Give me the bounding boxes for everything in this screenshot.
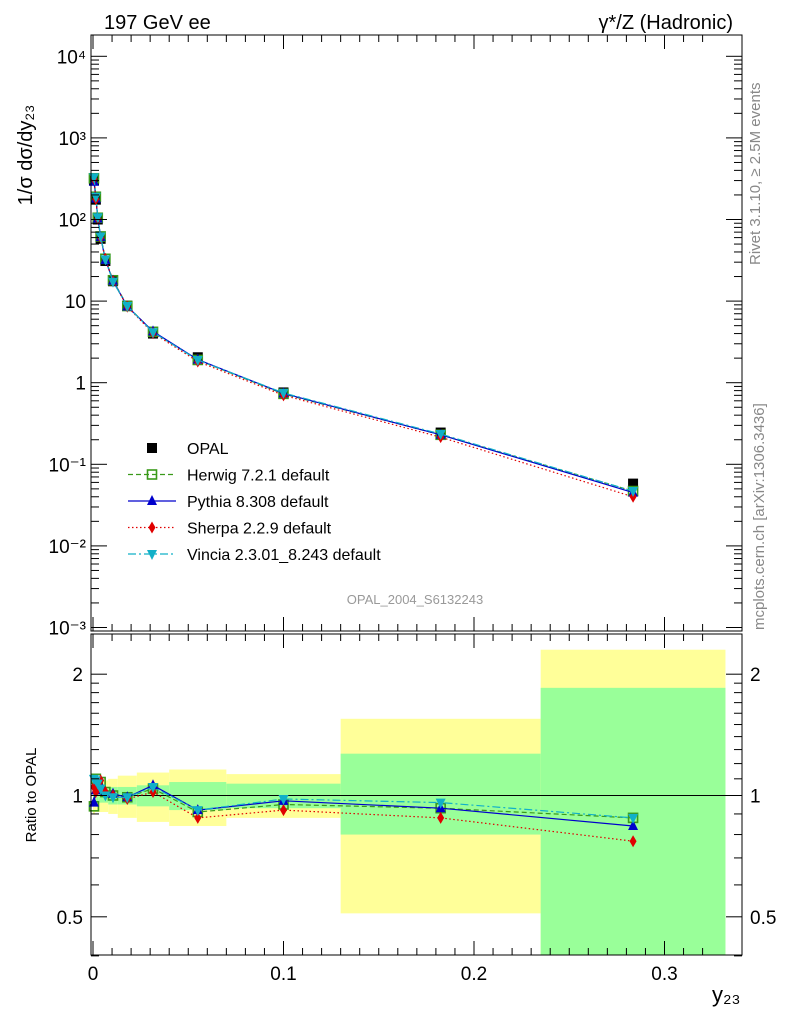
ratio-point-vincia — [628, 813, 639, 824]
rivet-label: Rivet 3.1.10, ≥ 2.5M events — [747, 83, 764, 266]
analysis-watermark: OPAL_2004_S6132243 — [347, 592, 483, 607]
y-tick-label: 10⁴ — [57, 47, 86, 68]
legend-marker — [148, 521, 156, 534]
ratio-y-tick-label-right: 0.5 — [750, 908, 776, 929]
legend-marker — [147, 550, 157, 560]
main-y-axis-label: 1/σ dσ/dy₂₃ — [15, 105, 37, 206]
legend-label: Sherpa 2.2.9 default — [187, 521, 332, 538]
point-vincia — [108, 277, 119, 288]
mcplots-label: mcplots.cern.ch [arXiv:1306.3436] — [751, 403, 768, 630]
legend-item-herwig: Herwig 7.2.1 default — [128, 468, 330, 485]
ratio-point-vincia — [95, 784, 106, 795]
ratio-point-vincia — [148, 782, 159, 793]
legend-item-data: OPAL — [147, 441, 229, 458]
energy-label: 197 GeV ee — [104, 12, 211, 34]
series-line-vincia — [93, 177, 634, 492]
y-tick-label: 10 — [65, 292, 86, 313]
ratio-y-tick-label: 1 — [72, 787, 83, 808]
ratio-point-vincia — [122, 793, 133, 804]
legend-marker — [147, 495, 157, 505]
series-sherpa — [90, 172, 637, 503]
point-vincia — [435, 430, 446, 441]
y-tick-label: 10⁻² — [49, 537, 87, 558]
ratio-series-vincia — [88, 774, 639, 824]
point-vincia — [628, 487, 639, 498]
ratio-plot-area — [88, 773, 742, 848]
y-tick-label: 10³ — [59, 129, 86, 150]
ratio-panel: 0.5 0.5 1 1 2 2 0 0.1 0.2 0.3 Ratio to OPAL y₂₃ — [23, 633, 776, 1007]
point-vincia — [148, 328, 159, 339]
ratio-y-tick-label-right: 1 — [750, 787, 761, 808]
ratio-y-tick-label-right: 2 — [750, 665, 761, 686]
main-panel: 10⁻³ 10⁻² 10⁻¹ 1 10 10² 10³ 10⁴ OPAL_2004_S6132… — [15, 34, 743, 640]
ratio-line-herwig — [93, 778, 634, 819]
legend-marker — [147, 443, 157, 453]
ratio-point-vincia — [192, 806, 203, 817]
x-tick-label: 0 — [88, 964, 99, 985]
series-pythia — [88, 175, 639, 497]
ratio-point-sherpa — [629, 835, 637, 848]
y-tick-label: 1 — [75, 374, 86, 395]
x-tick-label: 0.3 — [651, 964, 677, 985]
y-tick-label: 10⁻¹ — [49, 455, 87, 476]
legend-label: Vincia 2.3.01_8.243 default — [187, 547, 381, 564]
point-vincia — [92, 213, 103, 224]
legend-item-vincia: Vincia 2.3.01_8.243 default — [128, 547, 381, 564]
series-data — [88, 175, 639, 489]
ratio-point-vincia — [108, 793, 119, 804]
ratio-y-tick-label: 2 — [72, 665, 83, 686]
process-label: γ*/Z (Hadronic) — [599, 12, 733, 34]
y-tick-label: 10⁻³ — [49, 619, 87, 640]
legend-item-pythia: Pythia 8.308 default — [128, 494, 329, 511]
ratio-uncertainty-bands — [93, 649, 726, 955]
ratio-point-vincia — [278, 795, 289, 806]
ratio-point-sherpa — [194, 811, 202, 824]
point-vincia — [122, 302, 133, 313]
x-axis-label: y₂₃ — [712, 982, 741, 1007]
point-vincia — [278, 388, 289, 399]
point-data — [628, 478, 639, 489]
main-frame — [90, 34, 743, 632]
ratio-point-sherpa — [437, 811, 445, 824]
legend-marker — [146, 469, 158, 480]
ratio-axes: 0.5 0.5 1 1 2 2 0 0.1 0.2 0.3 — [57, 634, 776, 985]
series-line-herwig — [93, 178, 634, 492]
ratio-point-sherpa — [280, 804, 287, 817]
ratio-point-pythia — [628, 820, 639, 831]
series-line-pythia — [93, 181, 634, 494]
main-axes: 10⁻³ 10⁻² 10⁻¹ 1 10 10² 10³ 10⁴ — [49, 35, 742, 640]
legend-label: Herwig 7.2.1 default — [187, 468, 330, 485]
ratio-y-axis-label: Ratio to OPAL — [23, 748, 40, 843]
x-tick-label: 0.1 — [270, 964, 296, 985]
ratio-y-tick-label: 0.5 — [57, 908, 83, 929]
legend-item-sherpa: Sherpa 2.2.9 default — [128, 521, 332, 538]
series-herwig — [88, 172, 639, 497]
series-vincia — [88, 173, 639, 498]
point-vincia — [192, 355, 203, 366]
point-vincia — [95, 232, 106, 243]
ratio-point-vincia — [100, 791, 111, 802]
main-plot-area — [88, 172, 639, 503]
legend-label: OPAL — [187, 441, 229, 458]
legend: OPAL Herwig 7.2.1 default Pythia 8.308 def… — [128, 441, 381, 564]
point-vincia — [100, 255, 111, 266]
series-line-sherpa — [93, 178, 634, 498]
ratio-point-vincia — [435, 798, 446, 809]
x-tick-label: 0.2 — [461, 964, 487, 985]
legend-label: Pythia 8.308 default — [187, 494, 329, 511]
y-tick-label: 10² — [59, 211, 86, 232]
